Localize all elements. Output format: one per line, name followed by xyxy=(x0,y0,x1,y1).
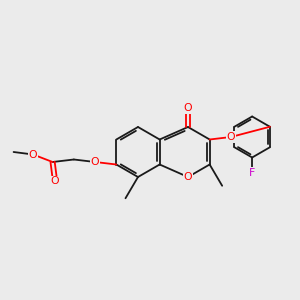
Text: O: O xyxy=(51,176,59,187)
Text: O: O xyxy=(91,157,99,167)
Text: O: O xyxy=(29,149,38,160)
Text: O: O xyxy=(184,103,192,113)
Text: O: O xyxy=(184,172,192,182)
Text: O: O xyxy=(226,132,235,142)
Text: F: F xyxy=(249,167,255,178)
